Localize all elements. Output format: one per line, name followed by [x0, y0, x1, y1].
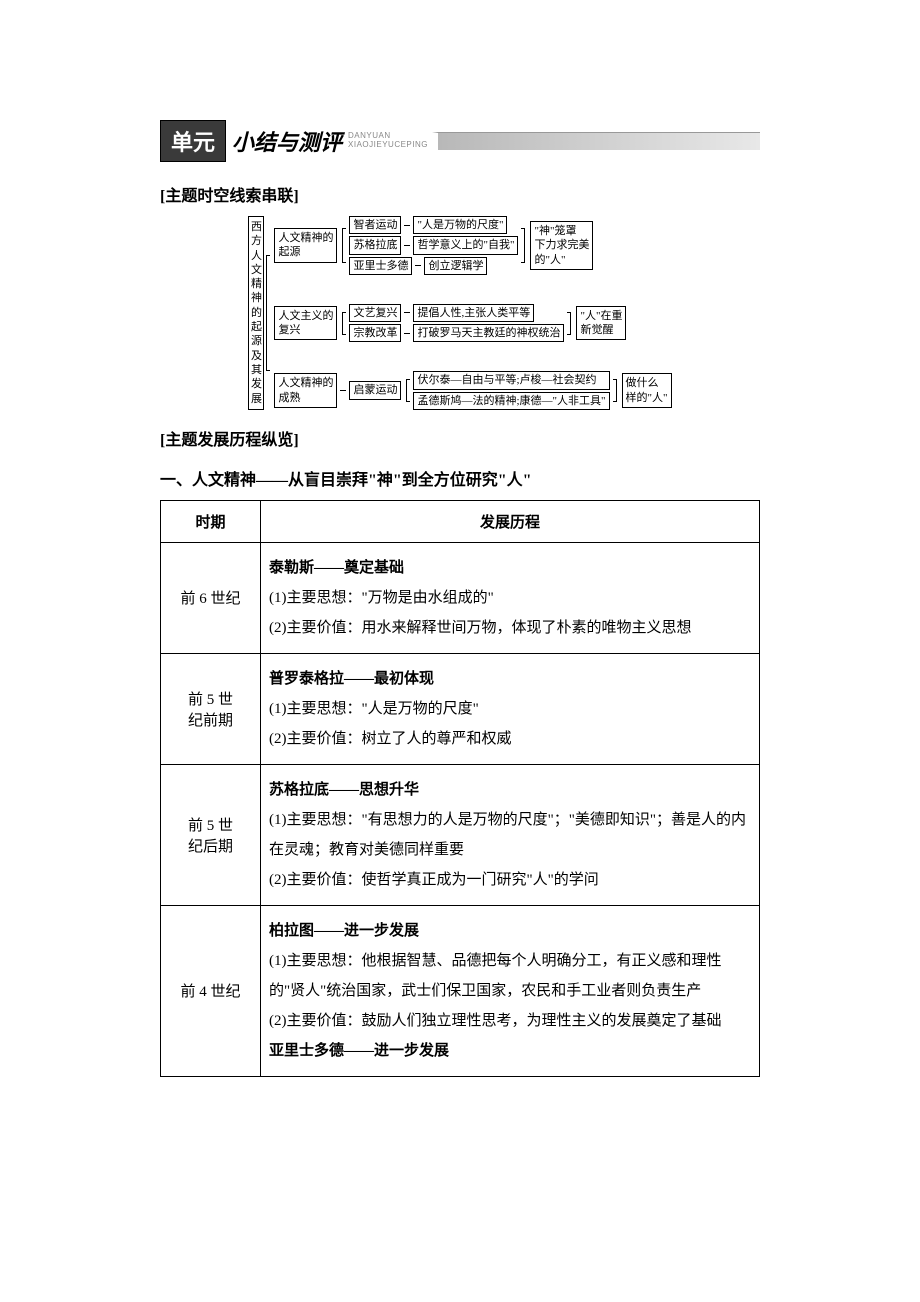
col-progress: 发展历程	[261, 500, 760, 542]
period-l2: 纪前期	[169, 709, 252, 730]
header-title: 小结与测评	[226, 125, 348, 157]
header-pinyin: DANYUAN XIAOJIEYUCEPING	[348, 132, 428, 150]
bracket-icon	[340, 216, 346, 275]
diagram-root-label: 西方人文精神的起源及其发展	[248, 216, 264, 410]
node-voltaire-rousseau: 伏尔泰—自由与平等;卢梭—社会契约	[413, 371, 609, 389]
node-socrates: 苏格拉底	[349, 236, 401, 254]
connector-icon	[404, 333, 410, 334]
revival-label: 人文主义的 复兴	[274, 306, 337, 341]
pinyin-line-2: XIAOJIEYUCEPING	[348, 141, 428, 150]
r1: "人"在重	[580, 309, 622, 323]
bracket-icon	[567, 304, 573, 343]
branch-origin: 人文精神的 起源 智者运动 "人是万物的尺度" 苏格拉底 哲学意义上的"自我"	[274, 216, 671, 275]
row-title: 苏格拉底——思想升华	[269, 775, 751, 805]
header-badge: 单元	[160, 120, 226, 162]
row-line: (1)主要思想：他根据智慧、品德把每个人明确分工，有正义感和理性的"贤人"统治国…	[269, 946, 751, 1006]
row-line: (1)主要思想："有思想力的人是万物的尺度"；"美德即知识"；善是人的内在灵魂；…	[269, 805, 751, 865]
revival-result: "人"在重 新觉醒	[576, 306, 626, 341]
row-title: 柏拉图——进一步发展	[269, 916, 751, 946]
period-l2: 纪后期	[169, 835, 252, 856]
node-humanity: 提倡人性,主张人类平等	[413, 304, 534, 322]
section-heading-history: [主题发展历程纵览]	[160, 426, 760, 450]
col-period: 时期	[161, 500, 261, 542]
connector-icon	[415, 265, 421, 266]
table-row: 前 6 世纪 泰勒斯——奠定基础 (1)主要思想："万物是由水组成的" (2)主…	[161, 542, 760, 653]
row-line: (2)主要价值：用水来解释世间万物，体现了朴素的唯物主义思想	[269, 613, 751, 643]
r2: 样的"人"	[626, 391, 668, 405]
period-l1: 前 5 世	[169, 814, 252, 835]
node-break-church: 打破罗马天主教廷的神权统治	[413, 324, 564, 342]
origin-l1: 人文精神的	[278, 231, 333, 245]
origin-label: 人文精神的 起源	[274, 228, 337, 263]
period-cell: 前 5 世 纪前期	[161, 653, 261, 764]
bracket-icon	[404, 371, 410, 410]
section-heading-timeline: [主题时空线索串联]	[160, 182, 760, 206]
period-cell: 前 5 世 纪后期	[161, 764, 261, 905]
period-l1: 前 5 世	[169, 688, 252, 709]
period-cell: 前 4 世纪	[161, 905, 261, 1076]
origin-result: "神"笼罩 下力求完美 的"人"	[530, 221, 593, 270]
r3: 的"人"	[534, 253, 589, 267]
node-aristotle: 亚里士多德	[349, 257, 412, 275]
node-self: 哲学意义上的"自我"	[413, 236, 518, 254]
concept-diagram: 西方人文精神的起源及其发展 人文精神的 起源 智者运动 "人是万物的尺度" 苏	[160, 216, 760, 410]
table-header-row: 时期 发展历程	[161, 500, 760, 542]
row-line: (2)主要价值：树立了人的尊严和权威	[269, 724, 751, 754]
revival-l1: 人文主义的	[278, 309, 333, 323]
mature-l2: 成熟	[278, 391, 333, 405]
node-logic: 创立逻辑学	[424, 257, 487, 275]
root-text: 西方人文精神的起源及其发展	[250, 220, 262, 406]
connector-icon	[404, 312, 410, 313]
desc-cell: 柏拉图——进一步发展 (1)主要思想：他根据智慧、品德把每个人明确分工，有正义感…	[261, 905, 760, 1076]
mature-l1: 人文精神的	[278, 376, 333, 390]
connector-icon	[404, 225, 410, 226]
row-line: (1)主要思想："万物是由水组成的"	[269, 583, 751, 613]
history-table: 时期 发展历程 前 6 世纪 泰勒斯——奠定基础 (1)主要思想："万物是由水组…	[160, 500, 760, 1077]
mature-label: 人文精神的 成熟	[274, 373, 337, 408]
node-measure: "人是万物的尺度"	[413, 216, 507, 234]
desc-cell: 普罗泰格拉——最初体现 (1)主要思想："人是万物的尺度" (2)主要价值：树立…	[261, 653, 760, 764]
origin-l2: 起源	[278, 245, 333, 259]
table-row: 前 5 世 纪后期 苏格拉底——思想升华 (1)主要思想："有思想力的人是万物的…	[161, 764, 760, 905]
period-cell: 前 6 世纪	[161, 542, 261, 653]
r2: 新觉醒	[580, 323, 622, 337]
node-enlightenment: 启蒙运动	[349, 381, 401, 399]
desc-cell: 苏格拉底——思想升华 (1)主要思想："有思想力的人是万物的尺度"；"美德即知识…	[261, 764, 760, 905]
connector-icon	[404, 245, 410, 246]
node-sophists: 智者运动	[349, 216, 401, 234]
mature-result: 做什么 样的"人"	[622, 373, 672, 408]
node-montesquieu-kant: 孟德斯鸠—法的精神;康德—"人非工具"	[413, 392, 609, 410]
table-row: 前 4 世纪 柏拉图——进一步发展 (1)主要思想：他根据智慧、品德把每个人明确…	[161, 905, 760, 1076]
main-heading: 一、人文精神——从盲目崇拜"神"到全方位研究"人"	[160, 466, 760, 490]
revival-l2: 复兴	[278, 323, 333, 337]
desc-cell: 泰勒斯——奠定基础 (1)主要思想："万物是由水组成的" (2)主要价值：用水来…	[261, 542, 760, 653]
r1: "神"笼罩	[534, 224, 589, 238]
row-line: (1)主要思想："人是万物的尺度"	[269, 694, 751, 724]
unit-header: 单元 小结与测评 DANYUAN XIAOJIEYUCEPING	[160, 120, 760, 162]
bracket-icon	[521, 216, 527, 275]
table-row: 前 5 世 纪前期 普罗泰格拉——最初体现 (1)主要思想："人是万物的尺度" …	[161, 653, 760, 764]
bracket-icon	[340, 304, 346, 343]
row-title: 泰勒斯——奠定基础	[269, 553, 751, 583]
connector-icon	[340, 390, 346, 391]
branch-mature: 人文精神的 成熟 启蒙运动 伏尔泰—自由与平等;卢梭—社会契约 孟德斯鸠—法的精…	[274, 371, 671, 410]
node-renaissance: 文艺复兴	[349, 304, 401, 322]
row-title: 普罗泰格拉——最初体现	[269, 664, 751, 694]
row-line: (2)主要价值：使哲学真正成为一门研究"人"的学问	[269, 865, 751, 895]
branch-revival: 人文主义的 复兴 文艺复兴 提倡人性,主张人类平等 宗教改革 打破罗马天主教廷的…	[274, 304, 671, 343]
bracket-icon	[264, 216, 270, 410]
r2: 下力求完美	[534, 238, 589, 252]
node-reformation: 宗教改革	[349, 324, 401, 342]
header-stripe	[432, 132, 760, 150]
row-title-2: 亚里士多德——进一步发展	[269, 1036, 751, 1066]
r1: 做什么	[626, 376, 668, 390]
bracket-icon	[613, 371, 619, 410]
row-line: (2)主要价值：鼓励人们独立理性思考，为理性主义的发展奠定了基础	[269, 1006, 751, 1036]
